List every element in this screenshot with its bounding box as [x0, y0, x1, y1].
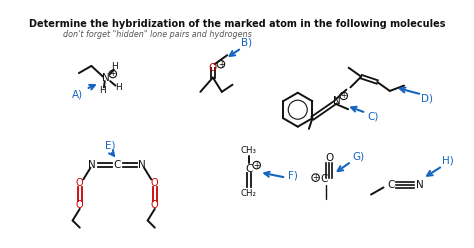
- Text: N: N: [102, 73, 109, 83]
- Text: O: O: [76, 178, 83, 188]
- Text: C): C): [367, 111, 379, 122]
- Text: H): H): [442, 156, 454, 166]
- Text: C: C: [245, 164, 252, 174]
- Text: don't forget "hidden" lone pairs and hydrogens: don't forget "hidden" lone pairs and hyd…: [63, 30, 252, 39]
- Text: C: C: [387, 180, 394, 190]
- Text: +: +: [340, 91, 347, 100]
- Text: +: +: [312, 173, 319, 182]
- Text: A): A): [72, 90, 82, 99]
- Text: O: O: [151, 200, 159, 210]
- Text: G): G): [353, 151, 365, 161]
- Text: +: +: [218, 60, 224, 69]
- Text: O: O: [151, 178, 159, 188]
- Text: H: H: [115, 83, 121, 92]
- Text: +: +: [254, 161, 260, 170]
- Text: Determine the hybridization of the marked atom in the following molecules: Determine the hybridization of the marke…: [29, 20, 445, 30]
- Text: H: H: [99, 86, 106, 94]
- Text: N: N: [416, 180, 424, 190]
- Text: O: O: [209, 63, 217, 73]
- Text: CH₂: CH₂: [241, 189, 256, 198]
- Text: C: C: [321, 174, 328, 185]
- Text: O: O: [325, 153, 333, 163]
- Text: N: N: [138, 160, 146, 170]
- Text: N: N: [333, 96, 340, 106]
- Text: E): E): [105, 140, 115, 151]
- Text: CH₃: CH₃: [241, 146, 256, 155]
- Text: B): B): [241, 38, 252, 48]
- Text: +: +: [109, 69, 116, 78]
- Text: H: H: [111, 62, 118, 71]
- Text: C: C: [114, 160, 121, 170]
- Text: D): D): [421, 93, 433, 103]
- Text: O: O: [76, 200, 83, 210]
- Text: N: N: [88, 160, 96, 170]
- Text: F): F): [288, 171, 298, 181]
